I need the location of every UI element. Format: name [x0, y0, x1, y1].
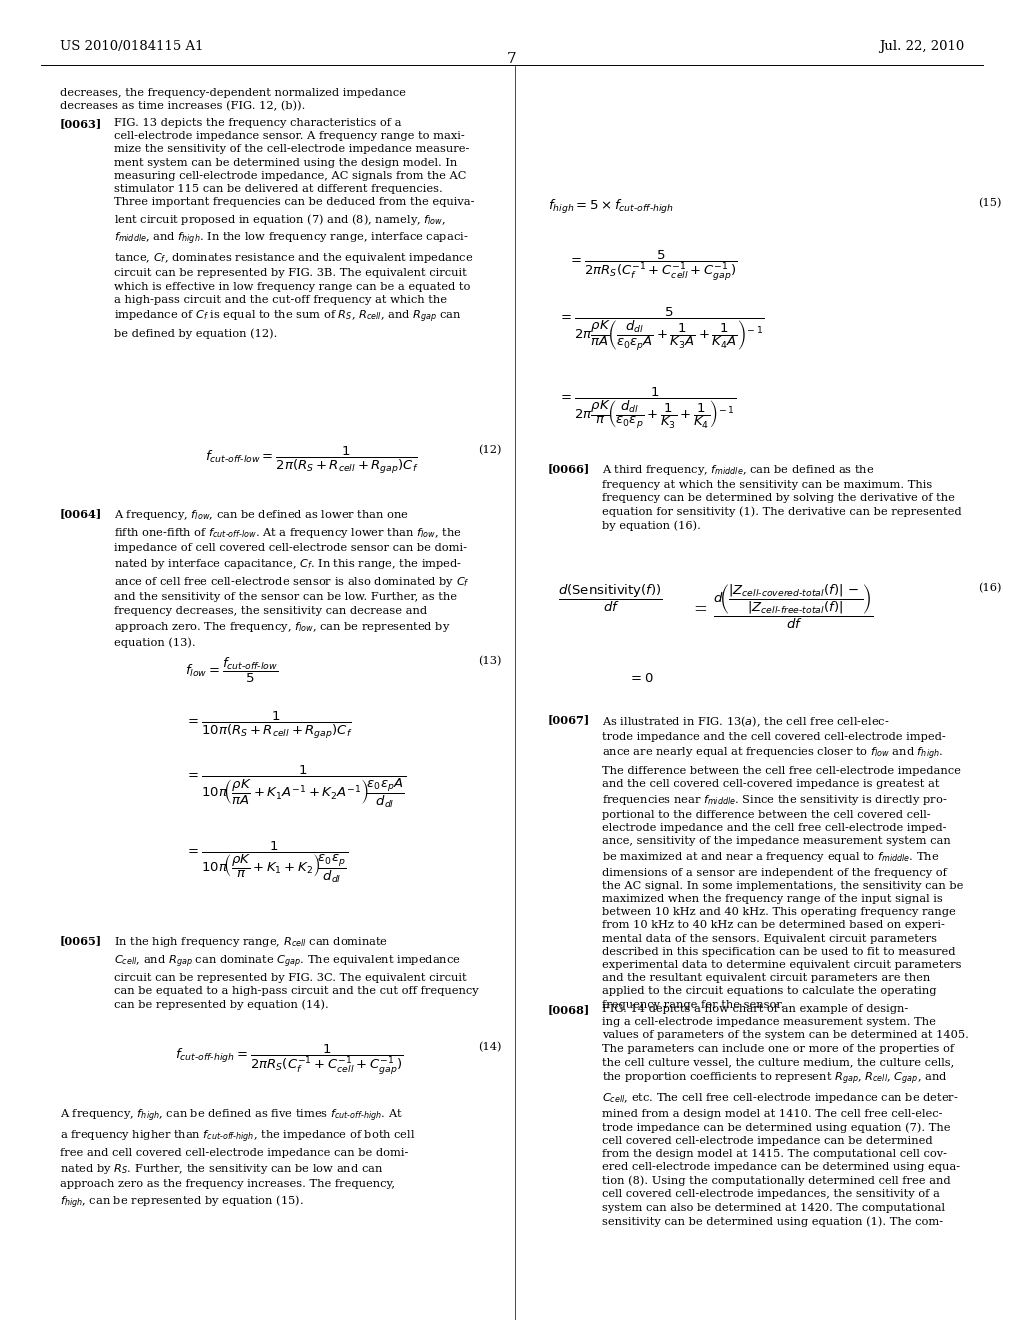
Text: (12): (12)	[478, 445, 502, 455]
Text: decreases, the frequency-dependent normalized impedance
decreases as time increa: decreases, the frequency-dependent norma…	[60, 88, 406, 112]
Text: FIG. 14 depicts a flow chart of an example of design-
ing a cell-electrode imped: FIG. 14 depicts a flow chart of an examp…	[602, 1005, 969, 1226]
Text: (15): (15)	[978, 198, 1001, 209]
Text: US 2010/0184115 A1: US 2010/0184115 A1	[60, 40, 204, 53]
Text: [0064]: [0064]	[60, 508, 102, 519]
Text: In the high frequency range, $R_{cell}$ can dominate
$C_{cell}$, and $R_{gap}$ c: In the high frequency range, $R_{cell}$ …	[114, 935, 478, 1010]
Text: $= \dfrac{1}{10\pi(R_S + R_{cell} + R_{gap})C_f}$: $= \dfrac{1}{10\pi(R_S + R_{cell} + R_{g…	[185, 710, 352, 741]
Text: $= 0$: $= 0$	[628, 672, 653, 685]
Text: (13): (13)	[478, 656, 502, 667]
Text: $f_{low} = \dfrac{f_{cut\text{-}off\text{-}low}}{5}$: $f_{low} = \dfrac{f_{cut\text{-}off\text…	[185, 656, 279, 685]
Text: [0068]: [0068]	[548, 1005, 590, 1015]
Text: FIG. 13 depicts the frequency characteristics of a
cell-electrode impedance sens: FIG. 13 depicts the frequency characteri…	[114, 117, 474, 339]
Text: A frequency, $f_{low}$, can be defined as lower than one
fifth one-fifth of $f_{: A frequency, $f_{low}$, can be defined a…	[114, 508, 470, 648]
Text: Jul. 22, 2010: Jul. 22, 2010	[879, 40, 964, 53]
Text: (14): (14)	[478, 1041, 502, 1052]
Text: $\dfrac{d(\mathrm{Sensitivity}(f))}{df}$: $\dfrac{d(\mathrm{Sensitivity}(f))}{df}$	[558, 583, 663, 614]
Text: $f_{high} = 5 \times f_{cut\text{-}off\text{-}high}$: $f_{high} = 5 \times f_{cut\text{-}off\t…	[548, 198, 674, 216]
Text: 7: 7	[507, 51, 517, 66]
Text: $= \dfrac{5}{2\pi R_S(C_f^{-1} + C_{cell}^{-1} + C_{gap}^{-1})}$: $= \dfrac{5}{2\pi R_S(C_f^{-1} + C_{cell…	[568, 248, 737, 282]
Text: As illustrated in FIG. 13($a$), the cell free cell-elec-
trode impedance and the: As illustrated in FIG. 13($a$), the cell…	[602, 714, 964, 1010]
Text: [0065]: [0065]	[60, 935, 102, 946]
Text: [0063]: [0063]	[60, 117, 102, 129]
Text: A third frequency, $f_{middle}$, can be defined as the
frequency at which the se: A third frequency, $f_{middle}$, can be …	[602, 463, 962, 532]
Text: A frequency, $f_{high}$, can be defined as five times $f_{cut\text{-}off\text{-}: A frequency, $f_{high}$, can be defined …	[60, 1107, 416, 1212]
Text: $= \dfrac{1}{10\pi\!\left(\dfrac{\rho K}{\pi A} + K_1 A^{-1} + K_2 A^{-1}\right): $= \dfrac{1}{10\pi\!\left(\dfrac{\rho K}…	[185, 763, 407, 809]
Text: [0066]: [0066]	[548, 463, 590, 474]
Text: $= \dfrac{1}{2\pi\dfrac{\rho K}{\pi}\!\left(\dfrac{d_{dl}}{\varepsilon_0\varepsi: $= \dfrac{1}{2\pi\dfrac{\rho K}{\pi}\!\l…	[558, 385, 736, 430]
Text: $\dfrac{d\!\left(\dfrac{|Z_{cell\text{-}covered\text{-}total}(f)|\,-}{|Z_{cell\t: $\dfrac{d\!\left(\dfrac{|Z_{cell\text{-}…	[713, 583, 873, 631]
Text: $= \dfrac{5}{2\pi\dfrac{\rho K}{\pi A}\!\left(\dfrac{d_{dl}}{\varepsilon_0\varep: $= \dfrac{5}{2\pi\dfrac{\rho K}{\pi A}\!…	[558, 305, 765, 352]
Text: [0067]: [0067]	[548, 714, 590, 725]
Text: =: =	[693, 601, 707, 618]
Text: $f_{cut\text{-}off\text{-}high} = \dfrac{1}{2\pi R_S(C_f^{-1} + C_{cell}^{-1} + : $f_{cut\text{-}off\text{-}high} = \dfrac…	[175, 1041, 403, 1076]
Text: $f_{cut\text{-}off\text{-}low} = \dfrac{1}{2\pi(R_S + R_{cell} + R_{gap})C_f}$: $f_{cut\text{-}off\text{-}low} = \dfrac{…	[205, 445, 419, 477]
Text: $= \dfrac{1}{10\pi\!\left(\dfrac{\rho K}{\pi} + K_1 + K_2\right)\!\dfrac{\vareps: $= \dfrac{1}{10\pi\!\left(\dfrac{\rho K}…	[185, 840, 348, 886]
Text: (16): (16)	[978, 583, 1001, 593]
